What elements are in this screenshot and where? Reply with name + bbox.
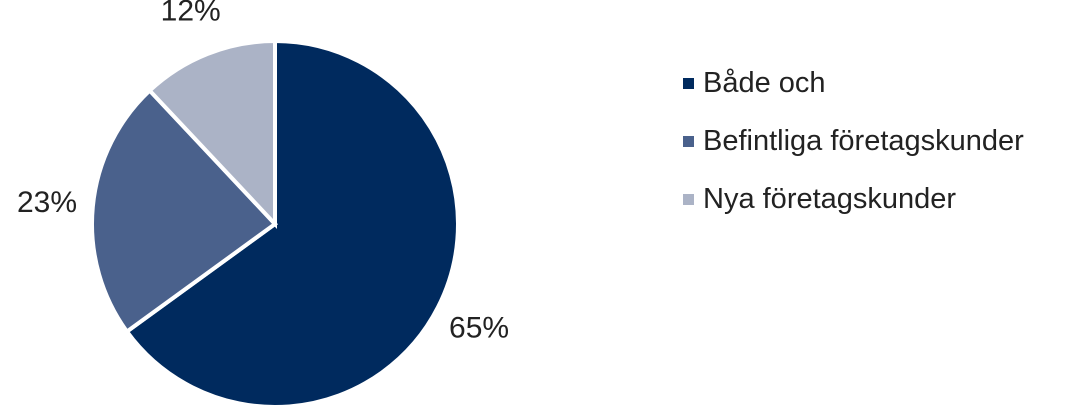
- chart-legend: Både och Befintliga företagskunder Nya för…: [683, 54, 1024, 228]
- pie-data-labels: 65% 23% 12%: [17, 0, 509, 344]
- legend-label-1: Både och: [703, 66, 826, 99]
- pie-slice-3: [146, 38, 277, 230]
- legend-item-1: Både och: [683, 54, 1024, 112]
- pie-slices: [90, 38, 460, 407]
- legend-swatch-3: [683, 193, 694, 205]
- data-label-3: 12%: [161, 0, 221, 28]
- legend-item-3: Nya företagskunder: [683, 170, 1024, 228]
- pie-slice-1: [124, 38, 460, 407]
- data-label-1: 65%: [449, 311, 509, 344]
- pie-slice-2: [90, 87, 279, 335]
- legend-label-3: Nya företagskunder: [703, 182, 957, 215]
- legend-label-2: Befintliga företagskunder: [703, 124, 1024, 157]
- legend-swatch-1: [683, 77, 694, 89]
- data-label-2: 23%: [17, 186, 77, 219]
- legend-swatch-2: [683, 135, 694, 147]
- legend-item-2: Befintliga företagskunder: [683, 112, 1024, 170]
